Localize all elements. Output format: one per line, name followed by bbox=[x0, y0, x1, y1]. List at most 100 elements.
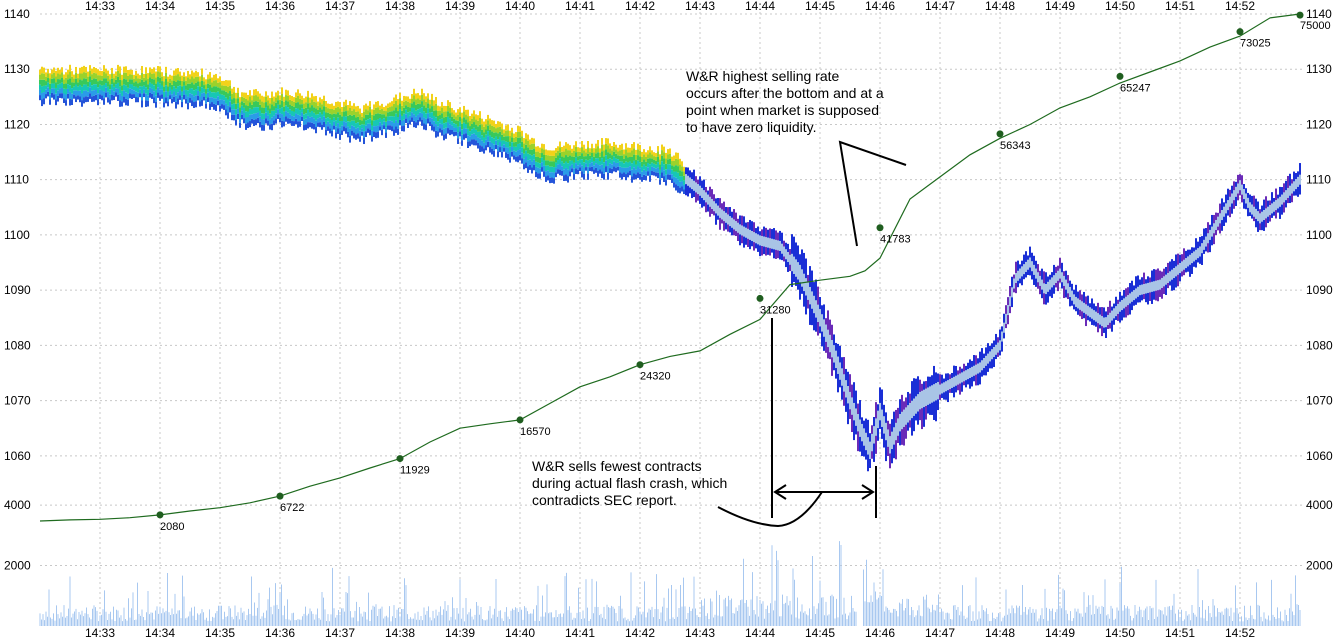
x-tick-bottom-2: 14:35 bbox=[205, 626, 235, 640]
marker-label-4: 24320 bbox=[640, 371, 671, 383]
annotation-bottom-line-3: contradicts SEC report. bbox=[532, 492, 677, 508]
x-tick-bottom-19: 14:52 bbox=[1225, 626, 1255, 640]
x-tick-bottom-10: 14:43 bbox=[685, 626, 715, 640]
x-tick-top-16: 14:49 bbox=[1045, 0, 1075, 13]
marker-dot-10 bbox=[1296, 11, 1304, 19]
y-tick-right-3: 1090 bbox=[1306, 283, 1333, 297]
annotation-top-line-1: W&R highest selling rate bbox=[686, 68, 840, 84]
x-tick-top-17: 14:50 bbox=[1105, 0, 1135, 13]
x-tick-top-13: 14:46 bbox=[865, 0, 895, 13]
x-tick-bottom-6: 14:39 bbox=[445, 626, 475, 640]
vol-tick-left-0: 2000 bbox=[4, 559, 31, 573]
marker-dot-2 bbox=[396, 455, 404, 463]
marker-label-1: 6722 bbox=[280, 502, 304, 514]
marker-dot-7 bbox=[996, 130, 1004, 138]
x-tick-top-11: 14:44 bbox=[745, 0, 775, 13]
cumulative-markers: 2080 6722 11929 16570 24320 31280 41783 56343 65… bbox=[156, 11, 1331, 533]
axis-ticks: 14:33 14:33 14:34 14:34 14:35 14:35 14:36 14:36… bbox=[4, 0, 1333, 640]
marker-dot-8 bbox=[1116, 72, 1124, 80]
annotation-top-line-2: occurs after the bottom and at a bbox=[686, 85, 884, 101]
x-tick-top-3: 14:36 bbox=[265, 0, 295, 13]
x-tick-bottom-18: 14:51 bbox=[1165, 626, 1195, 640]
x-tick-bottom-8: 14:41 bbox=[565, 626, 595, 640]
y-tick-right-4: 1100 bbox=[1306, 228, 1332, 242]
marker-label-10: 75000 bbox=[1300, 20, 1331, 32]
x-tick-top-4: 14:37 bbox=[325, 0, 355, 13]
volume-bars bbox=[39, 541, 1301, 626]
x-tick-bottom-13: 14:46 bbox=[865, 626, 895, 640]
vol-tick-right-0: 2000 bbox=[1306, 559, 1333, 573]
x-tick-top-19: 14:52 bbox=[1225, 0, 1255, 13]
x-tick-bottom-4: 14:37 bbox=[325, 626, 355, 640]
cumulative-line bbox=[39, 13, 1301, 522]
x-tick-top-15: 14:48 bbox=[985, 0, 1015, 13]
y-tick-right-5: 1110 bbox=[1306, 173, 1331, 187]
x-tick-bottom-9: 14:42 bbox=[625, 626, 655, 640]
x-tick-top-12: 14:45 bbox=[805, 0, 835, 13]
x-tick-top-0: 14:33 bbox=[85, 0, 115, 13]
marker-dot-0 bbox=[156, 511, 164, 519]
marker-dot-1 bbox=[276, 492, 284, 500]
y-tick-right-1: 1070 bbox=[1306, 394, 1333, 408]
marker-label-6: 41783 bbox=[880, 234, 911, 246]
marker-label-8: 65247 bbox=[1120, 82, 1151, 94]
y-tick-right-0: 1060 bbox=[1306, 449, 1333, 463]
annotation-bottom-line-1: W&R sells fewest contracts bbox=[532, 458, 702, 474]
x-tick-top-7: 14:40 bbox=[505, 0, 535, 13]
arrowhead-left bbox=[773, 484, 787, 500]
y-tick-left-4: 1100 bbox=[4, 228, 30, 242]
marker-dot-4 bbox=[636, 361, 644, 369]
x-tick-bottom-1: 14:34 bbox=[145, 626, 175, 640]
arrowhead-right bbox=[861, 484, 875, 500]
x-tick-top-8: 14:41 bbox=[565, 0, 595, 13]
marker-dot-9 bbox=[1236, 28, 1244, 36]
marker-label-0: 2080 bbox=[160, 521, 184, 533]
marker-label-3: 16570 bbox=[520, 426, 551, 438]
annotation-top-line-4: to have zero liquidity. bbox=[686, 119, 816, 135]
x-tick-top-2: 14:35 bbox=[205, 0, 235, 13]
y-tick-left-1: 1070 bbox=[4, 394, 31, 408]
y-tick-left-7: 1130 bbox=[4, 62, 30, 76]
x-tick-bottom-0: 14:33 bbox=[85, 626, 115, 640]
annotation-bottom-line-2: during actual flash crash, which bbox=[532, 475, 727, 491]
y-tick-left-8: 1140 bbox=[4, 7, 30, 21]
x-tick-top-14: 14:47 bbox=[925, 0, 955, 13]
x-tick-bottom-14: 14:47 bbox=[925, 626, 955, 640]
marker-label-7: 56343 bbox=[1000, 140, 1031, 152]
y-tick-right-2: 1080 bbox=[1306, 338, 1333, 352]
annotation-top-line-3: point when market is supposed bbox=[686, 102, 879, 118]
y-tick-left-3: 1090 bbox=[4, 283, 31, 297]
marker-dot-5 bbox=[756, 294, 764, 302]
x-tick-bottom-12: 14:45 bbox=[805, 626, 835, 640]
x-tick-bottom-15: 14:48 bbox=[985, 626, 1015, 640]
marker-label-2: 11929 bbox=[400, 465, 430, 477]
x-tick-bottom-5: 14:38 bbox=[385, 626, 415, 640]
x-tick-top-10: 14:43 bbox=[685, 0, 715, 13]
x-tick-top-9: 14:42 bbox=[625, 0, 655, 13]
y-tick-left-5: 1110 bbox=[4, 173, 29, 187]
marker-label-9: 73025 bbox=[1240, 38, 1271, 50]
x-tick-bottom-17: 14:50 bbox=[1105, 626, 1135, 640]
y-tick-left-0: 1060 bbox=[4, 449, 31, 463]
annotation-bottom: W&R sells fewest contracts during actual… bbox=[532, 318, 877, 528]
x-tick-top-18: 14:51 bbox=[1165, 0, 1195, 13]
marker-dot-3 bbox=[516, 416, 524, 424]
x-tick-top-1: 14:34 bbox=[145, 0, 175, 13]
x-tick-bottom-16: 14:49 bbox=[1045, 626, 1075, 640]
price-band bbox=[39, 64, 1301, 472]
marker-label-5: 31280 bbox=[760, 304, 791, 316]
y-tick-right-8: 1140 bbox=[1306, 7, 1332, 21]
x-tick-top-5: 14:38 bbox=[385, 0, 415, 13]
cumulative-contracts-line bbox=[39, 13, 1301, 522]
y-tick-right-6: 1120 bbox=[1306, 117, 1332, 131]
x-tick-bottom-3: 14:36 bbox=[265, 626, 295, 640]
annotation-bottom-pointer bbox=[717, 491, 823, 528]
vol-tick-right-1: 4000 bbox=[1306, 498, 1333, 512]
y-tick-left-6: 1120 bbox=[4, 117, 30, 131]
y-tick-right-7: 1130 bbox=[1306, 62, 1332, 76]
annotation-top-pointer bbox=[838, 140, 907, 247]
annotation-top: W&R highest selling rate occurs after th… bbox=[686, 68, 907, 247]
y-tick-left-2: 1080 bbox=[4, 338, 31, 352]
vol-tick-left-1: 4000 bbox=[4, 498, 31, 512]
